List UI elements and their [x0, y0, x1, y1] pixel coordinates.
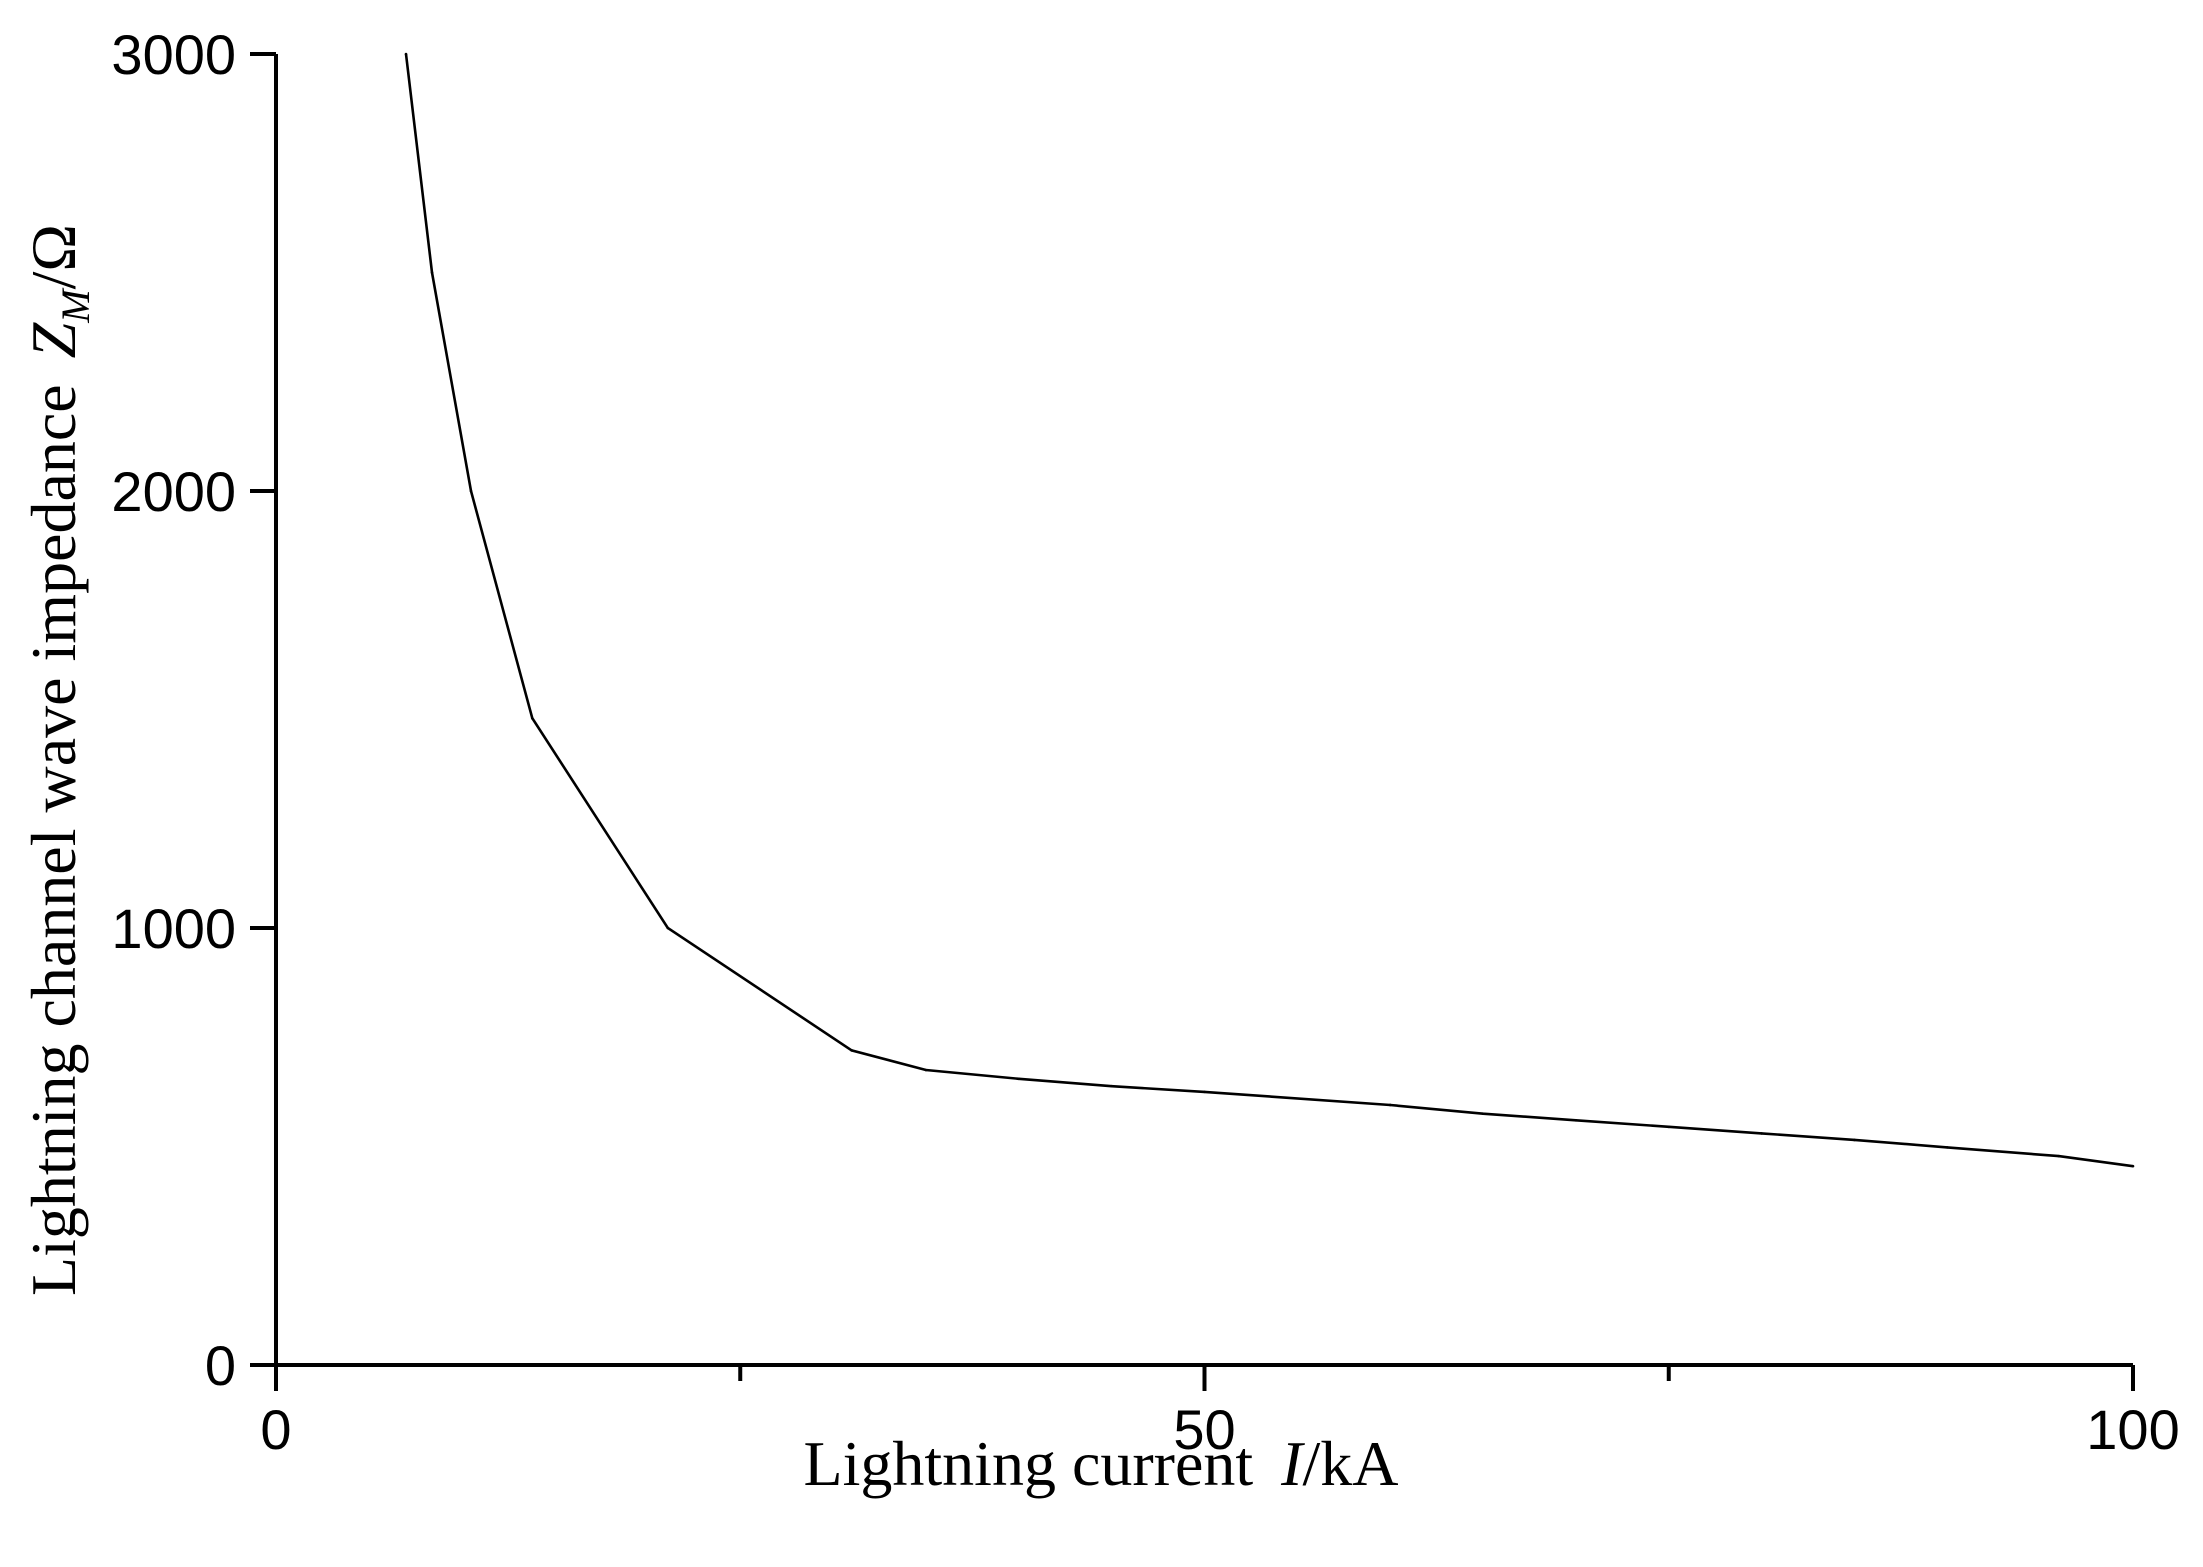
data-point	[404, 52, 408, 56]
y-axis-ticks: 0 1000 2000 3000	[111, 23, 276, 1397]
data-point	[1853, 1138, 1856, 1142]
y-axis-title-unit: /Ω	[18, 224, 89, 289]
y-axis-title-subscript: M	[53, 287, 98, 324]
data-point	[1203, 1090, 1206, 1094]
y-axis-title: Lightning channel wave impedance ZM/Ω	[18, 224, 98, 1296]
data-point	[1946, 1146, 1949, 1149]
x-axis-title-variable: I	[1280, 1428, 1305, 1499]
data-point	[924, 1068, 928, 1072]
data-point	[2057, 1154, 2061, 1158]
data-point	[1760, 1132, 1763, 1135]
data-point	[850, 1049, 853, 1052]
y-tick-label: 0	[205, 1334, 236, 1397]
x-tick-label: 0	[260, 1398, 291, 1461]
x-axis-title: Lightning current I/kA	[804, 1428, 1399, 1499]
y-tick-label: 3000	[111, 23, 236, 86]
data-point	[530, 716, 534, 720]
data-point	[469, 489, 473, 493]
series-group	[404, 52, 2135, 1168]
data-point	[1110, 1084, 1113, 1088]
data-point	[1388, 1103, 1392, 1107]
data-point	[666, 926, 670, 930]
y-axis-title-main: Lightning channel wave impedance	[18, 384, 89, 1296]
y-axis-title-variable: Z	[18, 321, 89, 358]
x-axis-ticks: 0 50 100	[260, 1365, 2180, 1461]
data-point	[1481, 1112, 1485, 1116]
y-tick-label: 1000	[111, 897, 236, 960]
data-point	[1574, 1118, 1578, 1122]
x-axis-title-unit: /kA	[1302, 1428, 1398, 1499]
data-point	[430, 271, 434, 274]
x-tick-label: 50	[1173, 1398, 1235, 1461]
x-tick-label: 100	[2086, 1398, 2179, 1461]
y-tick-label: 2000	[111, 460, 236, 523]
series-line	[404, 53, 2134, 1168]
data-point	[1017, 1077, 1021, 1081]
data-point	[2131, 1164, 2135, 1168]
data-point	[1667, 1125, 1671, 1129]
x-axis-title-main: Lightning current	[804, 1428, 1254, 1499]
plot-area: 0 50 100 0 1000 2000 3000	[111, 23, 2179, 1461]
